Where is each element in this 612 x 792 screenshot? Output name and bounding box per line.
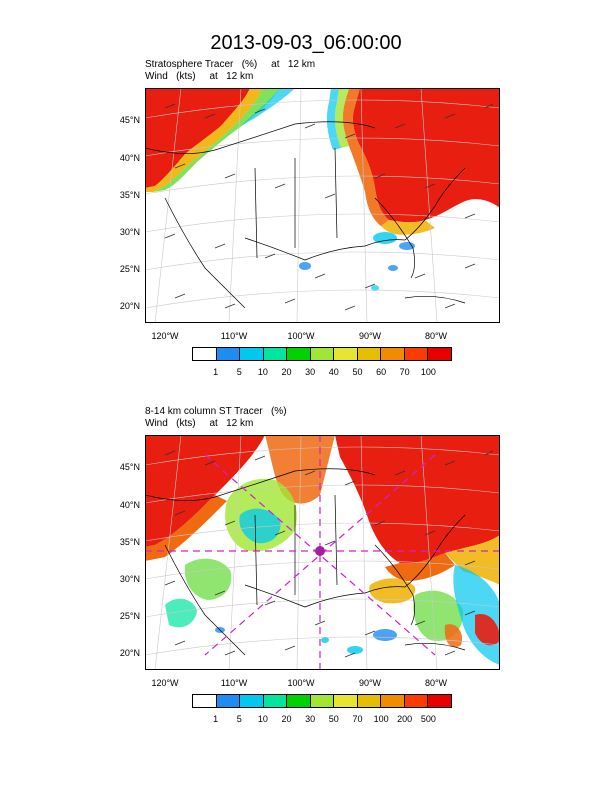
- panel1-header-line2: Wind (kts) at 12 km: [145, 71, 254, 82]
- panel1-lon-label: 90°W: [358, 331, 382, 341]
- colorbar-swatch: [334, 695, 358, 707]
- colorbar-tick-label: 200: [397, 714, 413, 724]
- cross-section-center-marker: [315, 546, 325, 556]
- colorbar-swatch: [357, 695, 382, 707]
- colorbar-swatch: [216, 348, 241, 360]
- colorbar-tick-label: 10: [257, 367, 268, 377]
- panel2-lat-label: 20°N: [119, 648, 140, 658]
- colorbar-swatch: [263, 695, 288, 707]
- colorbar-tick-label: 70: [352, 714, 363, 724]
- panel1-header-line1: Stratosphere Tracer (%) at 12 km: [145, 59, 316, 70]
- tracer-region-northwest: [145, 88, 250, 188]
- panel2-lat-label: 45°N: [119, 462, 140, 472]
- panel1-lat-label: 35°N: [119, 190, 140, 200]
- colorbar-swatch: [404, 348, 429, 360]
- panel1-lon-label: 120°W: [151, 331, 179, 341]
- cross-section-lines: [145, 435, 500, 670]
- panel2-header-line2: Wind (kts) at 12 km: [145, 418, 254, 429]
- panel2-lon-label: 100°W: [287, 678, 315, 688]
- tracer-region-northeast: [335, 435, 500, 564]
- colorbar-swatch: [428, 348, 452, 360]
- panel2-header-line1: 8-14 km column ST Tracer (%): [145, 406, 287, 417]
- panel2-lon-label: 110°W: [220, 678, 248, 688]
- panel1-lon-label: 100°W: [287, 331, 315, 341]
- panel2-lat-label: 30°N: [119, 574, 140, 584]
- tracer-region-northeast: [352, 88, 500, 223]
- colorbar-swatch: [357, 348, 382, 360]
- colorbar-tick-label: 20: [281, 367, 292, 377]
- panel2-lat-label: 35°N: [119, 537, 140, 547]
- panel2-lat-label: 25°N: [119, 611, 140, 621]
- colorbar-tick-label: 30: [305, 367, 316, 377]
- colorbar-swatch: [381, 348, 405, 360]
- panel2-lon-label: 120°W: [151, 678, 179, 688]
- colorbar-tick-label: 70: [399, 367, 410, 377]
- colorbar-tick-label: 40: [328, 367, 339, 377]
- colorbar-tick-label: 50: [352, 367, 363, 377]
- panel1-colorbar-labels: 1 5 10 20 30 40 50 60 70 100: [192, 367, 452, 379]
- panel1-map: [145, 88, 500, 323]
- panel1-lon-label: 80°W: [424, 331, 448, 341]
- tracer-region-northwest: [145, 435, 265, 547]
- colorbar-swatch: [240, 695, 264, 707]
- colorbar-tick-label: 10: [257, 714, 268, 724]
- colorbar-swatch: [404, 695, 429, 707]
- panel2-lat-label: 40°N: [119, 500, 140, 510]
- colorbar-tick-label: 30: [305, 714, 316, 724]
- panel1-lat-label: 40°N: [119, 153, 140, 163]
- page-title: 2013-09-03_06:00:00: [210, 32, 402, 54]
- colorbar-tick-label: 500: [420, 714, 436, 724]
- colorbar-tick-label: 60: [376, 367, 387, 377]
- colorbar-tick-label: 20: [281, 714, 292, 724]
- panel2-map: [145, 435, 500, 670]
- colorbar-swatch: [216, 695, 241, 707]
- colorbar-tick-label: 5: [236, 714, 242, 724]
- panel2-lon-label: 80°W: [424, 678, 448, 688]
- colorbar-swatch: [193, 348, 217, 360]
- panel1-lat-label: 25°N: [119, 264, 140, 274]
- panel1-colorbar: [192, 347, 452, 361]
- colorbar-tick-label: 1: [213, 714, 219, 724]
- colorbar-swatch: [240, 348, 264, 360]
- colorbar-swatch: [263, 348, 288, 360]
- colorbar-tick-label: 50: [328, 714, 339, 724]
- colorbar-swatch: [287, 695, 311, 707]
- colorbar-swatch: [334, 348, 358, 360]
- panel1-lat-label: 20°N: [119, 301, 140, 311]
- colorbar-tick-label: 5: [236, 367, 242, 377]
- panel2-colorbar-labels: 1 5 10 20 30 50 70 100 200 500: [192, 714, 452, 726]
- colorbar-tick-label: 100: [420, 367, 436, 377]
- panel1-lat-label: 30°N: [119, 227, 140, 237]
- colorbar-swatch: [428, 695, 452, 707]
- colorbar-swatch: [381, 695, 405, 707]
- colorbar-swatch: [310, 348, 335, 360]
- colorbar-tick-label: 1: [213, 367, 219, 377]
- panel2-lon-label: 90°W: [358, 678, 382, 688]
- panel2-colorbar: [192, 694, 452, 708]
- colorbar-swatch: [287, 348, 311, 360]
- colorbar-swatch: [310, 695, 335, 707]
- colorbar-swatch: [193, 695, 217, 707]
- panel1-lon-label: 110°W: [220, 331, 248, 341]
- colorbar-tick-label: 100: [373, 714, 389, 724]
- panel1-lat-label: 45°N: [119, 115, 140, 125]
